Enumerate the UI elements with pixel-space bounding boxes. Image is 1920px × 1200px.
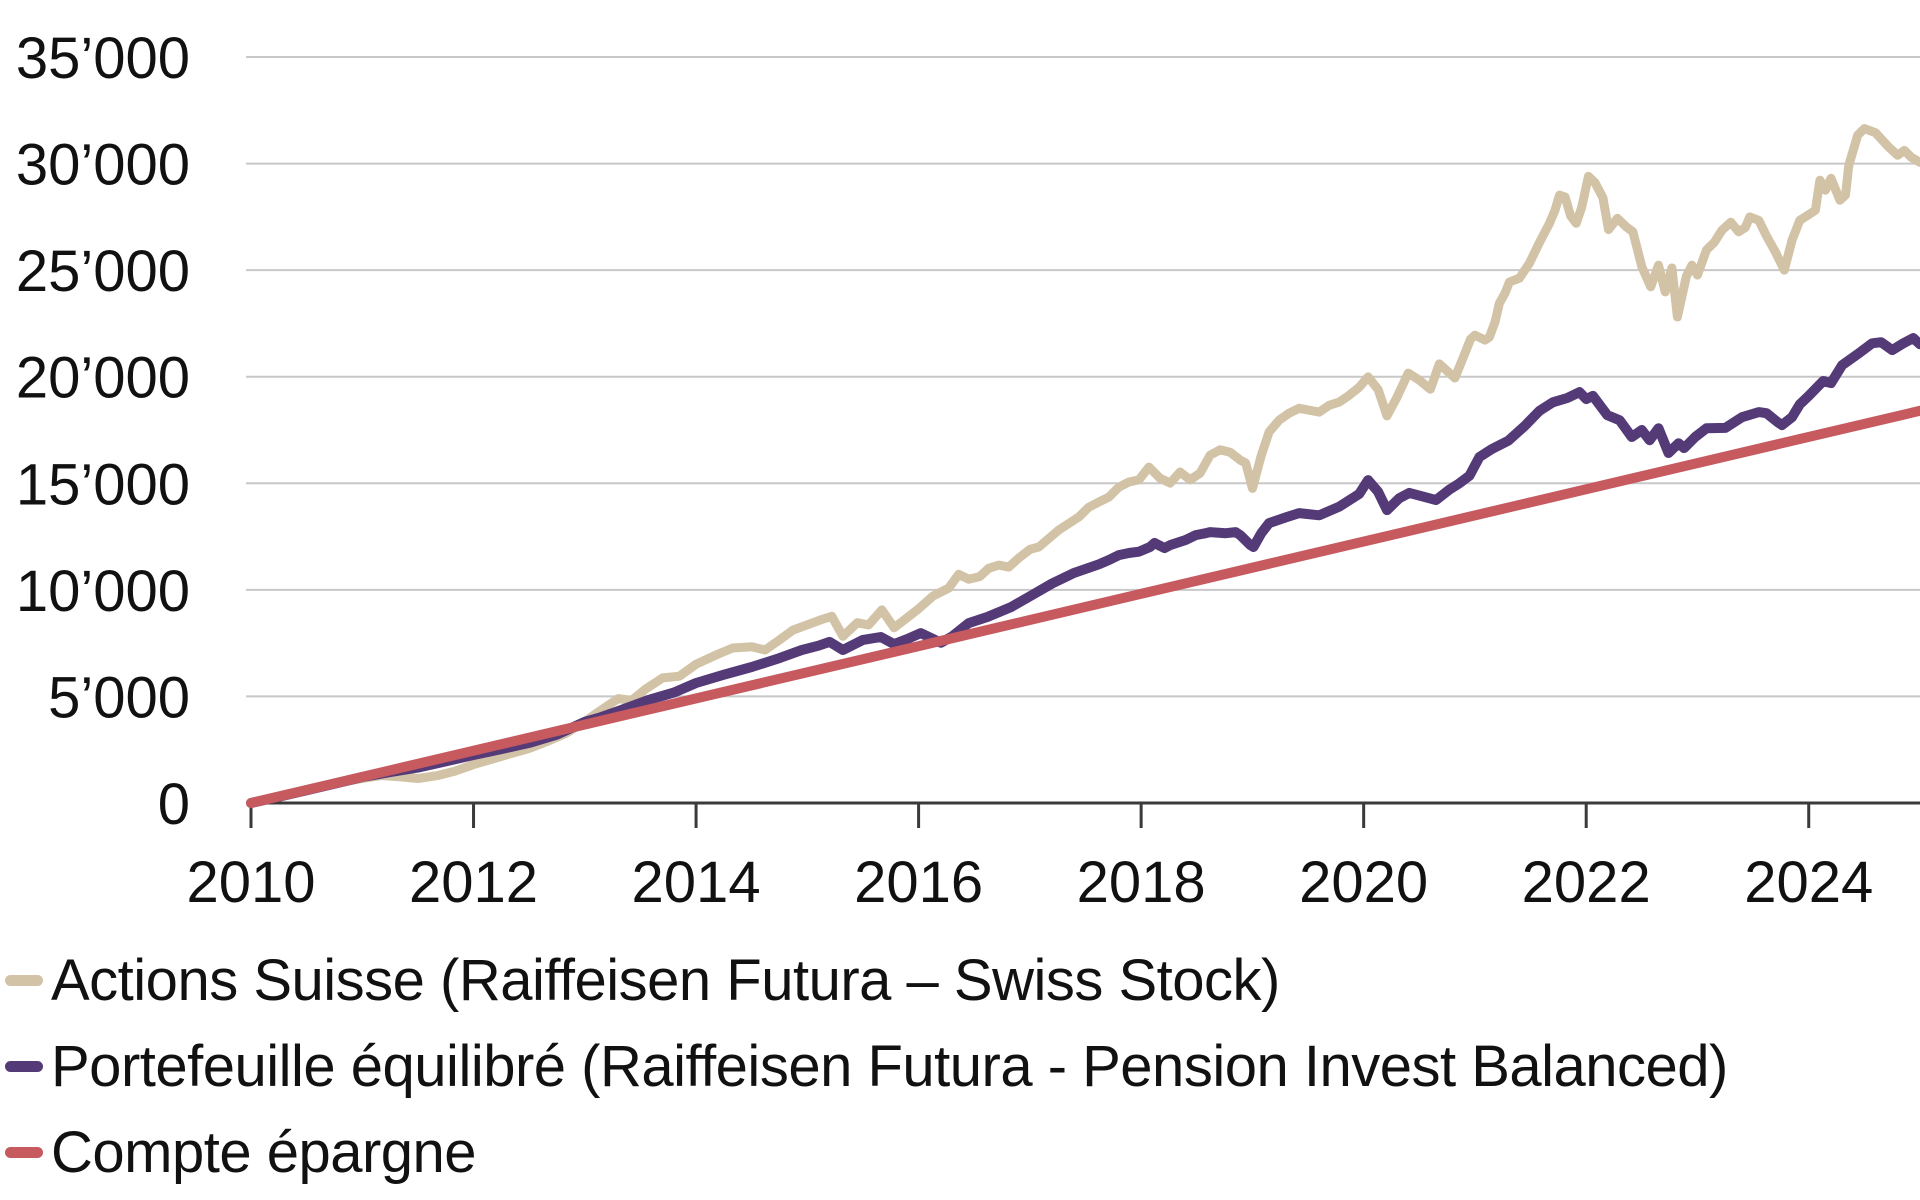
legend-label-compte-epargne: Compte épargne: [51, 1119, 477, 1185]
legend-item-portefeuille-equilibre: Portefeuille équilibré (Raiffeisen Futur…: [5, 1023, 1728, 1109]
y-tick-label: 30’000: [16, 133, 190, 198]
series-line-1: [246, 333, 1920, 808]
y-tick-label: 5’000: [48, 665, 190, 730]
x-tick-label: 2024: [1744, 850, 1873, 915]
legend-label-portefeuille-equilibre: Portefeuille équilibré (Raiffeisen Futur…: [51, 1033, 1728, 1099]
x-tick-label: 2016: [854, 850, 983, 915]
legend-swatch-beige-icon: [5, 974, 43, 986]
x-tick-label: 2020: [1299, 850, 1428, 915]
legend-item-compte-epargne: Compte épargne: [5, 1109, 1728, 1195]
x-tick-label: 2010: [186, 850, 315, 915]
legend-label-actions-suisse: Actions Suisse (Raiffeisen Futura – Swis…: [51, 947, 1280, 1013]
series-line-0: [246, 124, 1920, 808]
x-tick-label: 2014: [632, 850, 761, 915]
y-tick-label: 20’000: [16, 346, 190, 411]
y-tick-label: 10’000: [16, 559, 190, 624]
series-line-2: [246, 405, 1920, 808]
y-tick-label: 25’000: [16, 239, 190, 304]
legend-swatch-purple-icon: [5, 1060, 43, 1072]
legend-item-actions-suisse: Actions Suisse (Raiffeisen Futura – Swis…: [5, 937, 1728, 1023]
legend-swatch-red-icon: [5, 1146, 43, 1158]
y-tick-label: 15’000: [16, 452, 190, 517]
x-tick-label: 2012: [409, 850, 538, 915]
y-tick-label: 35’000: [16, 26, 190, 91]
y-tick-label: 0: [158, 772, 190, 837]
x-tick-label: 2018: [1077, 850, 1206, 915]
chart-legend: Actions Suisse (Raiffeisen Futura – Swis…: [5, 937, 1728, 1195]
x-tick-label: 2022: [1522, 850, 1651, 915]
